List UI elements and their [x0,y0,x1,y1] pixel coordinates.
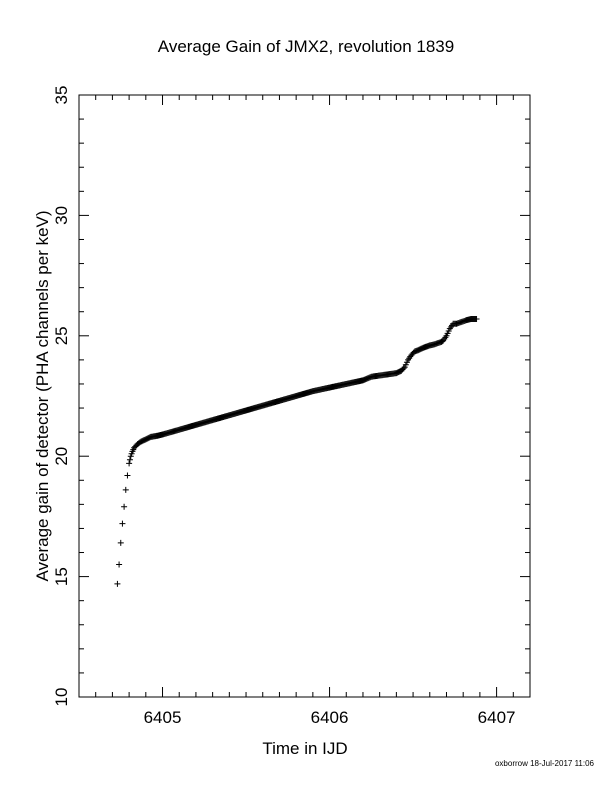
y-axis-label: Average gain of detector (PHA channels p… [33,210,52,581]
y-tick-label: 20 [52,447,71,466]
data-point [119,520,126,527]
data-point [124,472,131,479]
data-point [121,503,128,510]
y-tick-label: 30 [52,206,71,225]
y-tick-label: 35 [52,86,71,105]
data-point [114,580,121,587]
axis-ticks [78,94,531,698]
tick-labels: 6405 6406 6407 10 15 20 25 30 35 [52,86,516,727]
data-point [126,460,133,467]
data-point [126,456,133,463]
footer-stamp: oxborrow 18-Jul-2017 11:06 [494,759,594,768]
x-tick-label: 6405 [144,708,182,727]
x-axis-label: Time in IJD [262,739,347,758]
data-points [114,315,480,587]
x-tick-label: 6406 [311,708,349,727]
y-tick-label: 10 [52,688,71,707]
chart-title: Average Gain of JMX2, revolution 1839 [158,37,454,56]
y-tick-label: 25 [52,326,71,345]
x-tick-label: 6407 [478,708,516,727]
plot-frame [78,94,531,698]
data-point [116,561,123,568]
y-tick-label: 15 [52,567,71,586]
data-point [400,365,407,372]
data-point [473,315,480,322]
data-point [122,486,129,493]
data-point [117,539,124,546]
